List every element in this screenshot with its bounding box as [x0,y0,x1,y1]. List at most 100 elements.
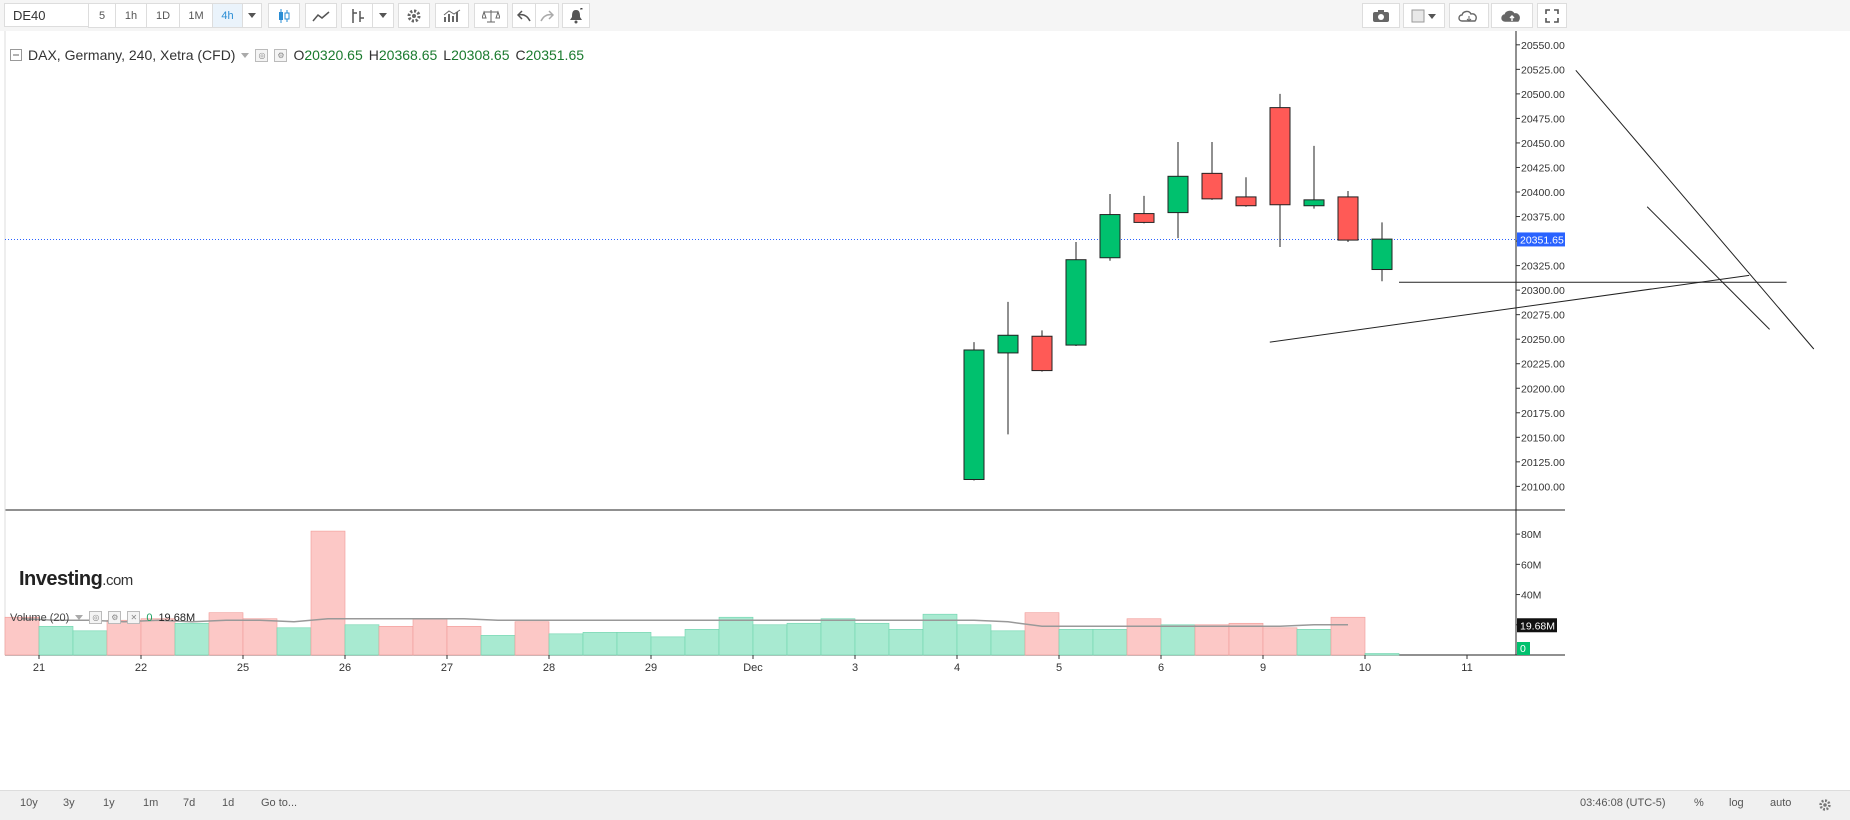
volume-value-1: 0 [146,611,153,624]
settings-gear-icon[interactable] [1818,798,1832,812]
redo-button[interactable] [535,3,559,28]
volume-value-2: 19.68M [158,611,196,624]
volume-bar [38,625,74,656]
interval-1h-button[interactable]: 1h [115,3,147,28]
go-to-button[interactable]: Go to... [261,797,298,809]
volume-bar [786,622,822,656]
range-7d[interactable]: 7d [183,797,196,809]
volume-bar [1058,629,1094,656]
volume-bar [650,636,686,656]
interval-4h-button[interactable]: 4h [212,3,243,28]
candle-body [997,334,1019,354]
chevron-down-icon[interactable] [75,615,84,620]
line-chart-button[interactable] [305,3,337,28]
chart-legend: DAX, Germany, 240, Xetra (CFD) ◎ ⚙ O2032… [10,47,584,63]
volume-bar [72,630,108,656]
interval-1d-button[interactable]: 1D [146,3,180,28]
high-value: 20368.65 [378,47,438,63]
candle-body [1269,107,1291,206]
volume-bar [106,619,142,656]
time-tick-label: 4 [954,662,960,674]
range-1d[interactable]: 1d [222,797,235,809]
settings-icon[interactable]: ⚙ [274,48,288,62]
compare-button[interactable] [435,3,469,28]
visibility-icon[interactable]: ◎ [89,611,103,624]
alert-button[interactable] [562,3,590,28]
range-3y[interactable]: 3y [63,797,75,809]
volume-bar [616,632,652,656]
time-tick-label: 25 [237,662,249,674]
volume-bar [1364,653,1400,656]
low-label: L [443,47,452,63]
candles-button[interactable] [268,3,300,28]
layout-icon [1411,9,1436,22]
investing-logo: Investing.com [19,568,133,590]
time-tick-label: 3 [852,662,858,674]
price-chart[interactable]: 20100.00 20125.00 20150.00 20175.00 20200.00… [0,31,1850,790]
symbol-title[interactable]: DAX, Germany, 240, Xetra (CFD) [28,47,236,63]
chevron-down-icon [379,13,387,18]
close-icon[interactable]: ✕ [127,611,141,624]
current-volume-label: 19.68M [1520,620,1555,632]
indicator-dropdown-button[interactable] [372,3,394,28]
price-tick-label: 20175.00 [1521,408,1565,420]
interval-1m-button[interactable]: 1M [179,3,213,28]
visibility-icon[interactable]: ◎ [255,48,269,62]
price-tick-label: 20250.00 [1521,334,1565,346]
settings-icon[interactable]: ⚙ [108,611,122,624]
time-tick-label: 9 [1260,662,1266,674]
cloud-upload-icon [1501,10,1520,22]
price-tick-label: 20200.00 [1521,383,1565,395]
volume-bar [854,622,890,656]
price-tick-label: 20425.00 [1521,162,1565,174]
interval-5-button[interactable]: 5 [88,3,116,28]
volume-bar [446,625,482,656]
price-tick-label: 20150.00 [1521,432,1565,444]
indicator-button[interactable] [341,3,373,28]
volume-bar [1262,627,1298,656]
trendline-drawing [1575,70,1815,350]
interval-dropdown-button[interactable] [242,3,262,28]
cloud-download-button[interactable] [1449,3,1489,28]
volume-bar [582,632,618,656]
percent-toggle[interactable]: % [1694,797,1704,809]
redo-icon [540,9,554,21]
volume-bar [1194,624,1230,656]
open-value: 20320.65 [304,47,363,63]
candle-body [1235,196,1257,207]
volume-bar [820,618,856,656]
volume-bar [378,625,414,656]
candle-body [1201,172,1223,200]
cloud-upload-button[interactable] [1491,3,1533,28]
price-tick-label: 20275.00 [1521,310,1565,322]
candle-body [1065,259,1087,346]
range-10y[interactable]: 10y [20,797,38,809]
volume-tick-label: 60M [1521,559,1541,571]
price-tick-label: 20400.00 [1521,187,1565,199]
current-price-label: 20351.65 [1520,234,1564,246]
volume-bar [1160,624,1196,656]
collapse-icon[interactable] [10,49,22,61]
fullscreen-button[interactable] [1537,3,1567,28]
auto-toggle[interactable]: auto [1770,797,1792,809]
toolbar: 5 1h 1D 1M 4h [0,0,1850,32]
volume-bar [1228,622,1264,656]
range-1y[interactable]: 1y [103,797,115,809]
volume-legend: Volume (20) ◎ ⚙ ✕ 0 19.68M [10,611,195,624]
log-toggle[interactable]: log [1729,797,1744,809]
screenshot-button[interactable] [1362,3,1400,28]
volume-bar [4,616,40,656]
undo-button[interactable] [512,3,536,28]
chart-area[interactable]: 20100.00 20125.00 20150.00 20175.00 20200.00… [0,31,1850,790]
chevron-down-icon[interactable] [241,52,250,58]
scale-button[interactable] [474,3,508,28]
layout-button[interactable] [1403,3,1445,28]
undo-icon [517,9,531,21]
clock-label: 03:46:08 (UTC-5) [1580,797,1666,809]
indicator-icon [352,8,364,23]
line-chart-icon [312,10,330,21]
symbol-input[interactable] [4,3,102,27]
settings-button[interactable] [398,3,430,28]
volume-title[interactable]: Volume (20) [10,611,70,624]
range-1m[interactable]: 1m [143,797,159,809]
